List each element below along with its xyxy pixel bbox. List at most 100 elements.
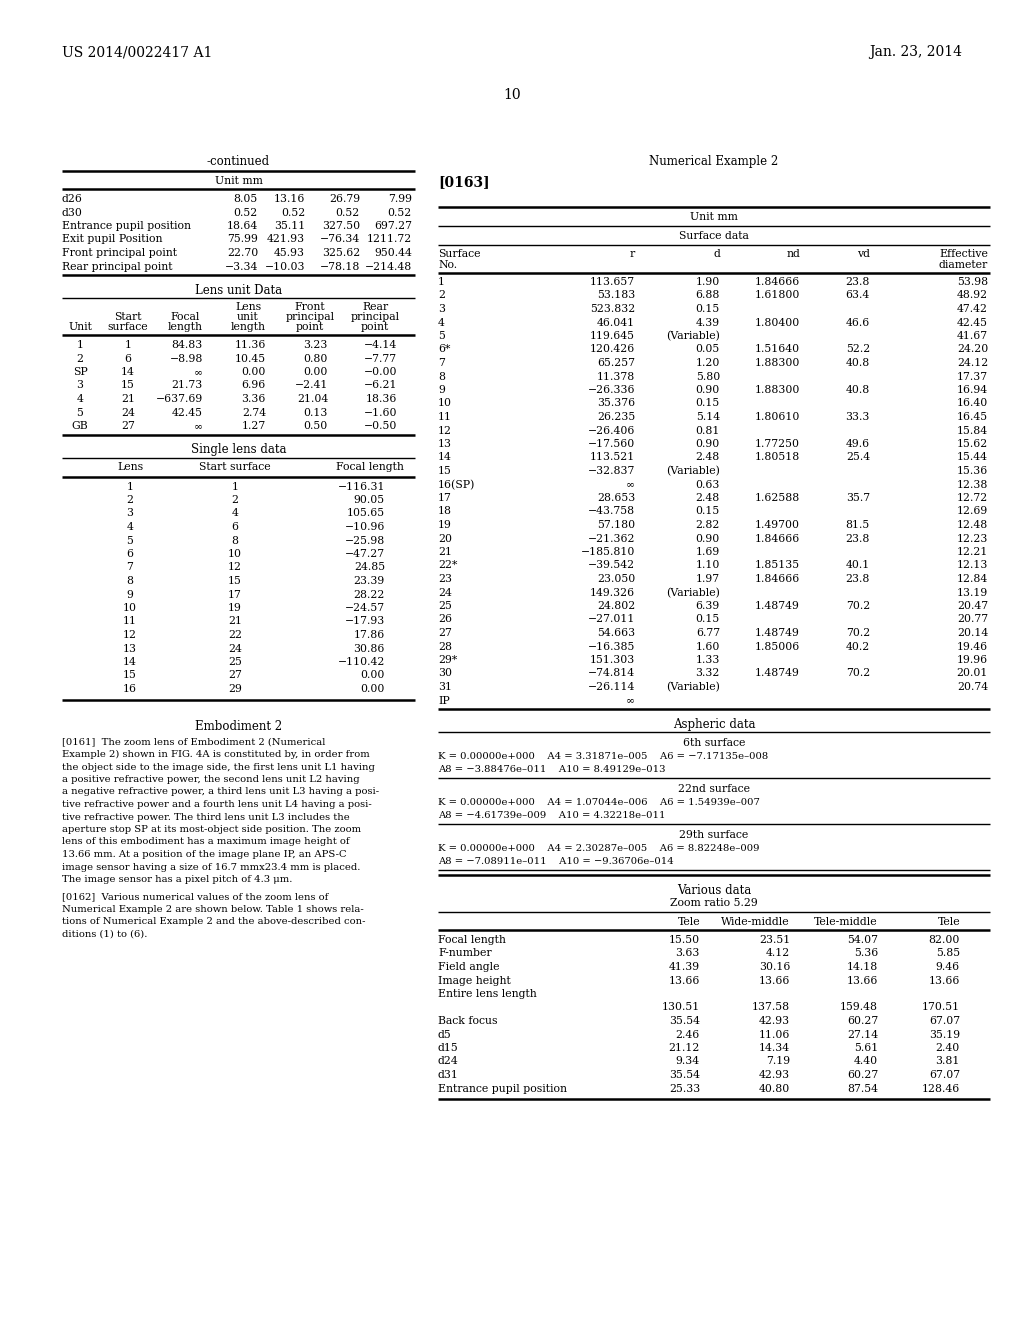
Text: 7: 7: [438, 358, 444, 368]
Text: 21: 21: [121, 393, 135, 404]
Text: −7.77: −7.77: [364, 354, 397, 363]
Text: 18.36: 18.36: [366, 393, 397, 404]
Text: 13.19: 13.19: [956, 587, 988, 598]
Text: (Variable): (Variable): [667, 466, 720, 477]
Text: Surface: Surface: [438, 249, 480, 259]
Text: 27: 27: [228, 671, 242, 681]
Text: −78.18: −78.18: [319, 261, 360, 272]
Text: 24.12: 24.12: [956, 358, 988, 368]
Text: Unit: Unit: [68, 322, 92, 333]
Text: 8: 8: [127, 576, 133, 586]
Text: 113.657: 113.657: [590, 277, 635, 286]
Text: 65.257: 65.257: [597, 358, 635, 368]
Text: −26.406: −26.406: [588, 425, 635, 436]
Text: 1.85006: 1.85006: [755, 642, 800, 652]
Text: 12.13: 12.13: [956, 561, 988, 570]
Text: Lens unit Data: Lens unit Data: [195, 284, 282, 297]
Text: 30.16: 30.16: [759, 962, 790, 972]
Text: Jan. 23, 2014: Jan. 23, 2014: [869, 45, 962, 59]
Text: 20.47: 20.47: [956, 601, 988, 611]
Text: 7.99: 7.99: [388, 194, 412, 205]
Text: 15.36: 15.36: [956, 466, 988, 477]
Text: 35.54: 35.54: [669, 1071, 700, 1080]
Text: 15: 15: [228, 576, 242, 586]
Text: 6.77: 6.77: [696, 628, 720, 638]
Text: 3: 3: [127, 508, 133, 519]
Text: 41.39: 41.39: [669, 962, 700, 972]
Text: 12: 12: [228, 562, 242, 573]
Text: lens of this embodiment has a maximum image height of: lens of this embodiment has a maximum im…: [62, 837, 349, 846]
Text: 1.84666: 1.84666: [755, 277, 800, 286]
Text: 6: 6: [125, 354, 131, 363]
Text: 4: 4: [127, 521, 133, 532]
Text: 24.20: 24.20: [956, 345, 988, 355]
Text: 1: 1: [231, 482, 239, 491]
Text: 5.36: 5.36: [854, 949, 878, 958]
Text: 12.48: 12.48: [956, 520, 988, 531]
Text: 46.041: 46.041: [597, 318, 635, 327]
Text: 7: 7: [127, 562, 133, 573]
Text: F-number: F-number: [438, 949, 492, 958]
Text: 28: 28: [438, 642, 452, 652]
Text: 26: 26: [438, 615, 452, 624]
Text: 13: 13: [438, 440, 452, 449]
Text: 5: 5: [438, 331, 444, 341]
Text: 17.86: 17.86: [353, 630, 385, 640]
Text: 5.61: 5.61: [854, 1043, 878, 1053]
Text: 2.82: 2.82: [695, 520, 720, 531]
Text: 2.40: 2.40: [936, 1043, 961, 1053]
Text: aperture stop SP at its most-object side position. The zoom: aperture stop SP at its most-object side…: [62, 825, 361, 834]
Text: 15: 15: [438, 466, 452, 477]
Text: 3.36: 3.36: [242, 393, 266, 404]
Text: 2.48: 2.48: [695, 492, 720, 503]
Text: −10.96: −10.96: [345, 521, 385, 532]
Text: Front principal point: Front principal point: [62, 248, 177, 257]
Text: 21: 21: [228, 616, 242, 627]
Text: 1.90: 1.90: [695, 277, 720, 286]
Text: d26: d26: [62, 194, 83, 205]
Text: 0.15: 0.15: [695, 507, 720, 516]
Text: 18: 18: [438, 507, 452, 516]
Text: 6: 6: [127, 549, 133, 558]
Text: 0.15: 0.15: [695, 304, 720, 314]
Text: 14: 14: [438, 453, 452, 462]
Text: −39.542: −39.542: [588, 561, 635, 570]
Text: 23.8: 23.8: [846, 574, 870, 583]
Text: 0.00: 0.00: [304, 367, 328, 378]
Text: Entrance pupil position: Entrance pupil position: [62, 220, 191, 231]
Text: 2: 2: [77, 354, 84, 363]
Text: 12.23: 12.23: [956, 533, 988, 544]
Text: Exit pupil Position: Exit pupil Position: [62, 235, 163, 244]
Text: 3: 3: [438, 304, 445, 314]
Text: 421.93: 421.93: [267, 235, 305, 244]
Text: 20.77: 20.77: [956, 615, 988, 624]
Text: 53.98: 53.98: [956, 277, 988, 286]
Text: Effective: Effective: [939, 249, 988, 259]
Text: Entire lens length: Entire lens length: [438, 989, 537, 999]
Text: 25: 25: [228, 657, 242, 667]
Text: 40.8: 40.8: [846, 358, 870, 368]
Text: 113.521: 113.521: [590, 453, 635, 462]
Text: Start: Start: [115, 312, 141, 322]
Text: 0.13: 0.13: [304, 408, 328, 417]
Text: 151.303: 151.303: [590, 655, 635, 665]
Text: 1.80610: 1.80610: [755, 412, 800, 422]
Text: 3.63: 3.63: [676, 949, 700, 958]
Text: 1.60: 1.60: [695, 642, 720, 652]
Text: 3: 3: [77, 380, 84, 391]
Text: Unit mm: Unit mm: [215, 176, 262, 186]
Text: tive refractive power and a fourth lens unit L4 having a posi-: tive refractive power and a fourth lens …: [62, 800, 372, 809]
Text: −32.837: −32.837: [588, 466, 635, 477]
Text: nd: nd: [786, 249, 800, 259]
Text: −1.60: −1.60: [364, 408, 397, 417]
Text: 1.80518: 1.80518: [755, 453, 800, 462]
Text: 1: 1: [125, 341, 131, 350]
Text: Field angle: Field angle: [438, 962, 500, 972]
Text: 1.84666: 1.84666: [755, 574, 800, 583]
Text: 22.70: 22.70: [226, 248, 258, 257]
Text: 11.06: 11.06: [759, 1030, 790, 1040]
Text: −76.34: −76.34: [319, 235, 360, 244]
Text: Tele-middle: Tele-middle: [814, 917, 878, 927]
Text: 53.183: 53.183: [597, 290, 635, 301]
Text: Entrance pupil position: Entrance pupil position: [438, 1084, 567, 1093]
